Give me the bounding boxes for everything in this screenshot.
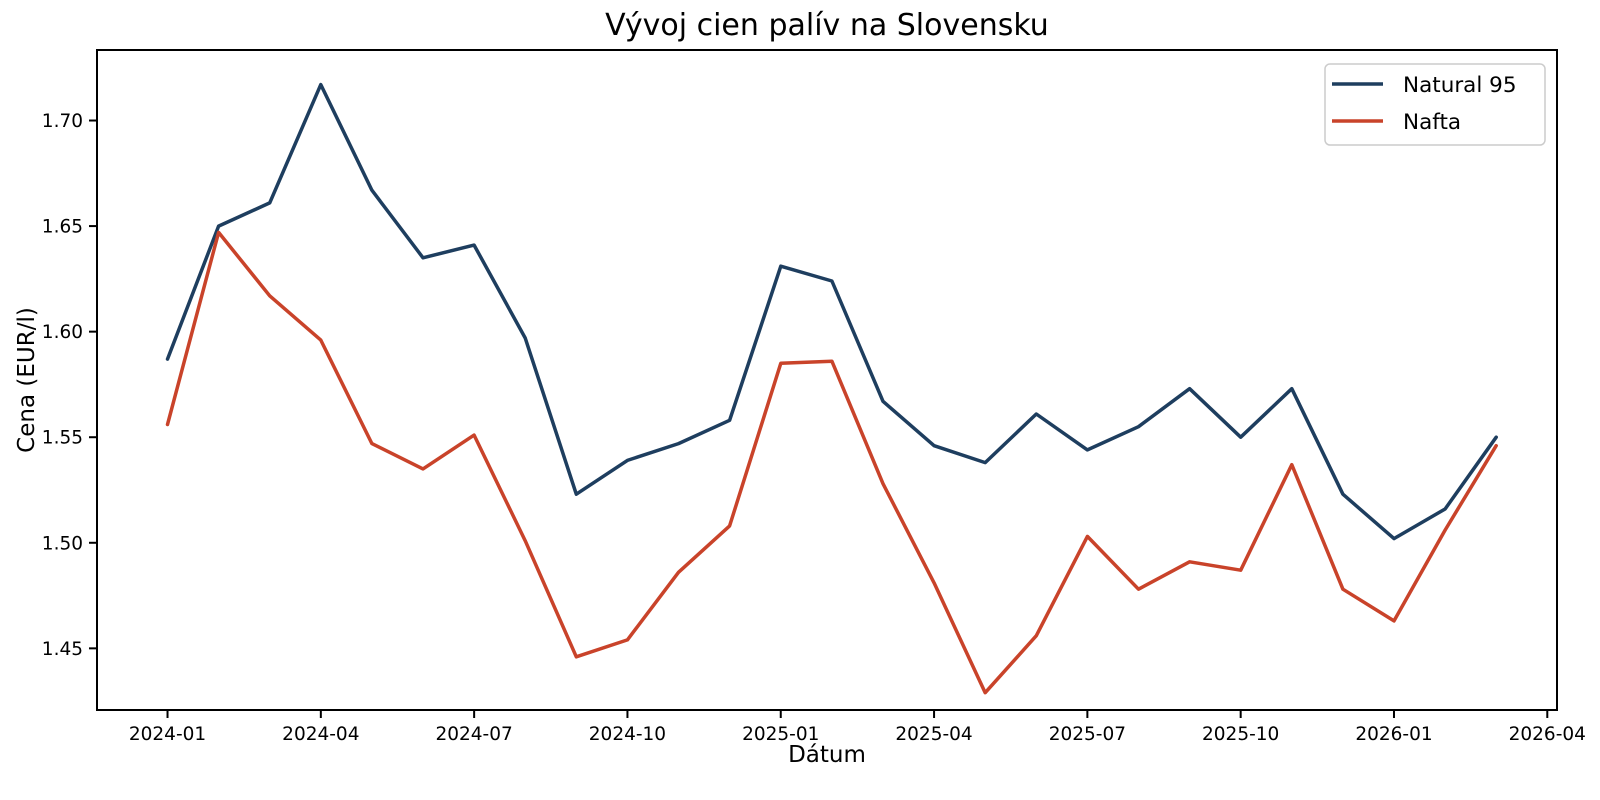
x-tick-label: 2025-07: [1049, 724, 1126, 745]
plot-frame: [96, 49, 1558, 711]
x-tick-label: 2026-01: [1355, 724, 1432, 745]
x-tick-label: 2024-07: [435, 724, 512, 745]
x-axis-label: Dátum: [788, 742, 866, 768]
x-tick-label: 2024-10: [589, 724, 666, 745]
y-tick-label: 1.45: [42, 639, 83, 660]
y-tick-label: 1.60: [42, 322, 83, 343]
x-tick-label: 2026-04: [1509, 724, 1586, 745]
x-tick-label: 2025-01: [742, 724, 819, 745]
x-tick-label: 2025-10: [1202, 724, 1279, 745]
y-tick-label: 1.55: [42, 428, 83, 449]
x-tick-label: 2025-04: [895, 724, 972, 745]
legend-label: Natural 95: [1403, 73, 1517, 98]
y-tick-label: 1.50: [42, 533, 83, 554]
series-line-nafta: [165, 230, 1498, 695]
x-tick-label: 2024-01: [129, 724, 206, 745]
series-line-natural-95: [165, 82, 1498, 541]
y-tick-label: 1.70: [42, 111, 83, 132]
y-tick-label: 1.65: [42, 217, 83, 238]
x-tick-label: 2024-04: [282, 724, 359, 745]
legend-label: Nafta: [1403, 110, 1461, 135]
chart-title: Vývoj cien palív na Slovensku: [605, 8, 1049, 43]
